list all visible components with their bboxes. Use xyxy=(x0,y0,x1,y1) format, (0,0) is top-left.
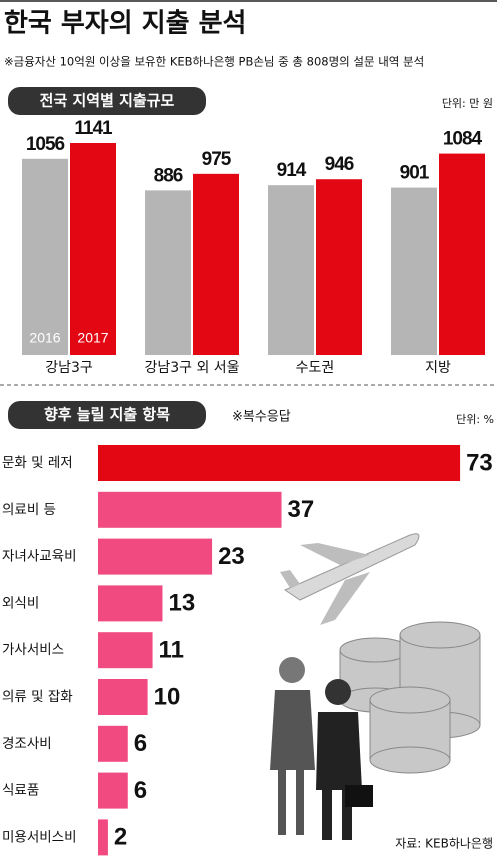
value-label: 1056 xyxy=(26,134,65,155)
bar xyxy=(98,679,148,715)
category-label: 외식비 xyxy=(2,595,39,611)
people-illustration xyxy=(270,657,373,840)
value-label: 946 xyxy=(325,154,354,175)
category-label: 문화 및 레저 xyxy=(2,455,73,471)
bar xyxy=(145,190,191,355)
section-header-bg xyxy=(8,401,206,429)
main-title: 한국 부자의 지출 분석 xyxy=(4,9,246,39)
category-label: 가사서비스 xyxy=(2,642,64,658)
value-label: 975 xyxy=(202,149,232,170)
section-title: 향후 늘릴 지출 항목 xyxy=(44,406,170,424)
legend-label: 2017 xyxy=(77,330,108,346)
legend-label: 2016 xyxy=(29,330,60,346)
value-label: 11 xyxy=(159,637,184,664)
airplane-illustration xyxy=(280,533,420,625)
value-label: 37 xyxy=(288,496,315,523)
category-label: 의료비 등 xyxy=(2,502,56,518)
category-label: 미용서비스비 xyxy=(2,829,77,845)
bar xyxy=(98,585,163,622)
value-label: 1084 xyxy=(443,129,483,150)
value-label: 901 xyxy=(400,163,430,184)
bar xyxy=(98,772,128,809)
bar xyxy=(98,725,128,762)
unit-label: 단위: 만 원 xyxy=(442,97,493,110)
bar xyxy=(268,185,314,355)
category-label: 식료품 xyxy=(2,783,39,799)
bar xyxy=(316,179,362,355)
bar xyxy=(22,158,68,355)
section-title: 전국 지역별 지출규모 xyxy=(40,92,175,110)
section-header-bg xyxy=(8,87,206,115)
value-label: 13 xyxy=(168,590,195,617)
value-label: 2 xyxy=(114,824,127,851)
bar xyxy=(98,819,108,856)
category-label: 경조사비 xyxy=(2,736,52,752)
unit-label: 단위: % xyxy=(456,413,494,426)
subtitle: ※금융자산 10억원 이상을 보유한 KEB하나은행 PB손님 중 총 808명… xyxy=(4,55,424,69)
bar xyxy=(70,143,116,355)
bar xyxy=(193,173,239,355)
value-label: 886 xyxy=(154,165,183,186)
value-label: 73 xyxy=(466,449,493,476)
value-label: 914 xyxy=(277,160,307,181)
bar xyxy=(98,445,461,481)
category-label: 수도권 xyxy=(296,360,335,376)
value-label: 23 xyxy=(218,543,245,570)
source: 자료: KEB하나은행 xyxy=(395,836,493,851)
bar xyxy=(98,632,153,669)
category-label: 의류 및 잡화 xyxy=(2,689,73,705)
bar xyxy=(98,491,282,528)
value-label: 6 xyxy=(134,730,147,757)
value-label: 10 xyxy=(154,683,181,710)
note: ※복수응답 xyxy=(232,410,291,425)
category-label: 강남3구 xyxy=(45,360,93,376)
category-label: 강남3구 외 서울 xyxy=(144,360,239,376)
bar xyxy=(391,187,437,355)
bar xyxy=(98,538,213,575)
value-label: 6 xyxy=(134,777,147,804)
category-label: 지방 xyxy=(425,360,451,376)
category-label: 자녀사교육비 xyxy=(2,549,77,565)
coins-illustration xyxy=(339,621,481,774)
value-label: 1141 xyxy=(74,118,113,139)
bar xyxy=(439,153,485,355)
